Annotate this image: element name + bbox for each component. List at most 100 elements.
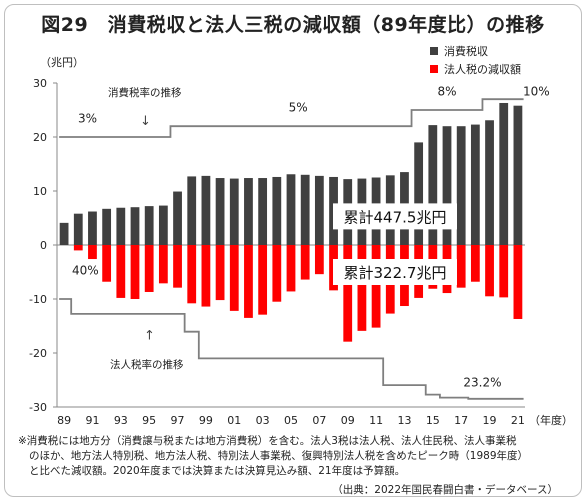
- consumption-tax-bar: [102, 208, 112, 245]
- consumption-tax-bar: [144, 206, 154, 245]
- corporate-tax-reduction-bar: [286, 245, 296, 292]
- corporate-tax-reduction-bar: [116, 245, 126, 298]
- y-tick-label: 10: [33, 185, 47, 198]
- y-tick-label: -20: [29, 347, 47, 360]
- corporate-tax-reduction-bar: [244, 245, 253, 318]
- y-tick-label: -10: [29, 293, 47, 306]
- x-tick-label: 89: [57, 414, 71, 427]
- corporate-tax-reduction-bar: [229, 245, 239, 311]
- down-arrow-icon: ↓: [140, 114, 151, 129]
- corporate-rate-caption: 法人税率の推移: [110, 358, 184, 371]
- consumption-tax-bar: [59, 222, 69, 245]
- corporate-tax-reduction-bar: [187, 245, 197, 304]
- consumption-tax-bar: [73, 213, 83, 245]
- rate-label-10: 10%: [523, 84, 550, 98]
- legend-swatch-consumption: [430, 47, 438, 55]
- consumption-tax-bar: [215, 178, 225, 245]
- legend-item-consumption: 消費税収: [430, 42, 521, 60]
- source-note: （出典：2022年国民春闘白書・データベース）: [332, 484, 558, 496]
- rate-label-23-2: 23.2%: [463, 375, 501, 389]
- x-tick-label: 13: [397, 414, 411, 427]
- consumption-tax-bar: [513, 105, 523, 246]
- corporate-tax-reduction-bar: [130, 245, 140, 299]
- corporate-tax-reduction-bar: [314, 245, 324, 275]
- consumption-tax-bar: [499, 102, 509, 245]
- consumption-tax-bar: [88, 211, 97, 245]
- corporate-tax-reduction-bar: [201, 245, 211, 307]
- footnote: ※消費税には地方分（消費譲与税または地方消費税）を含む。法人3税は法人税、法人住…: [18, 434, 578, 479]
- legend-label-corporate: 法人税の減収額: [444, 63, 521, 76]
- x-tick-label: 95: [142, 414, 156, 427]
- consumption-tax-bar: [442, 126, 452, 245]
- consumption-tax-bar: [286, 174, 296, 245]
- corporate-tax-reduction-bar: [88, 245, 97, 260]
- footnote-line: のほか、地方法人特別税、地方法人税、特別法人事業税、復興特別法人税を含めたピーク…: [29, 450, 529, 462]
- y-tick-label: 0: [40, 239, 47, 252]
- corporate-tax-reduction-bar: [258, 245, 268, 315]
- legend: 消費税収 法人税の減収額: [430, 42, 521, 78]
- corporate-tax-reduction-bar: [357, 245, 367, 331]
- corporate-tax-reduction-bar: [343, 245, 353, 342]
- x-tick-label: 03: [256, 414, 270, 427]
- cumulative-corporate-label-box: [333, 259, 457, 285]
- consumption-tax-bar: [244, 178, 253, 245]
- corporate-tax-rate-line: [59, 298, 524, 400]
- up-arrow-icon: ↑: [144, 329, 155, 344]
- consumption-tax-rate-line: [59, 98, 524, 138]
- y-tick-label: -30: [29, 401, 47, 414]
- consumption-tax-bar: [470, 124, 480, 245]
- corporate-tax-reduction-bar: [173, 245, 182, 288]
- legend-label-consumption: 消費税収: [444, 45, 488, 58]
- rate-label-3: 3%: [78, 111, 97, 125]
- x-tick-label: 09: [341, 414, 355, 427]
- legend-item-corporate: 法人税の減収額: [430, 60, 521, 78]
- corporate-tax-reduction-bar: [102, 245, 112, 282]
- consumption-tax-bar: [173, 191, 182, 245]
- consumption-tax-bar: [485, 120, 494, 245]
- consumption-tax-bar: [314, 175, 324, 245]
- consumption-tax-bar: [187, 176, 197, 245]
- corporate-tax-reduction-bar: [499, 245, 509, 298]
- corporate-tax-reduction-bar: [158, 245, 168, 284]
- corporate-tax-reduction-bar: [485, 245, 494, 297]
- consumption-tax-bar: [272, 176, 282, 245]
- x-tick-label: 17: [454, 414, 468, 427]
- consumption-tax-bar: [116, 207, 126, 245]
- chart-title: 図29 消費税収と法人三税の減収額（89年度比）の推移: [41, 14, 545, 36]
- chart-frame: [4, 4, 582, 497]
- legend-swatch-corporate: [430, 65, 438, 73]
- corporate-tax-reduction-bar: [371, 245, 381, 328]
- cumulative-corporate-label: 累計322.7兆円: [344, 264, 447, 282]
- corporate-tax-reduction-bar: [144, 245, 154, 292]
- corporate-tax-reduction-bar: [215, 245, 225, 301]
- rate-label-40: 40%: [72, 264, 99, 278]
- x-axis-unit: （年度）: [529, 413, 573, 427]
- x-tick-label: 99: [199, 414, 213, 427]
- consumption-tax-bar: [158, 205, 168, 245]
- rate-label-8: 8%: [437, 84, 456, 98]
- cumulative-consumption-label: 累計447.5兆円: [344, 208, 447, 226]
- x-tick-label: 07: [312, 414, 326, 427]
- consumption-tax-bar: [258, 178, 268, 245]
- corporate-tax-reduction-bar: [73, 245, 83, 251]
- corporate-tax-reduction-bar: [456, 245, 466, 288]
- x-tick-label: 19: [483, 414, 497, 427]
- corporate-tax-reduction-bar: [470, 245, 480, 282]
- consumption-tax-bar: [456, 126, 466, 245]
- x-tick-label: 05: [284, 414, 298, 427]
- x-tick-label: 21: [511, 414, 525, 427]
- y-tick-label: 30: [33, 77, 47, 90]
- consumption-tax-bar: [201, 175, 211, 245]
- consumption-tax-bar: [229, 178, 239, 245]
- x-tick-label: 15: [426, 414, 440, 427]
- consumption-tax-bar: [130, 207, 140, 245]
- x-tick-label: 11: [369, 414, 383, 427]
- x-tick-label: 91: [85, 414, 99, 427]
- rate-label-5: 5%: [289, 101, 308, 115]
- consumption-tax-bar: [300, 174, 310, 245]
- footnote-line: と比べた減収額。2020年度までは決算または決算見込み額、21年度は予算額。: [29, 465, 406, 477]
- footnote-line: ※消費税には地方分（消費譲与税または地方消費税）を含む。法人3税は法人税、法人住…: [18, 435, 517, 447]
- consumption-tax-bar: [414, 142, 424, 245]
- corporate-tax-reduction-bar: [272, 245, 282, 302]
- corporate-tax-reduction-bar: [513, 245, 523, 319]
